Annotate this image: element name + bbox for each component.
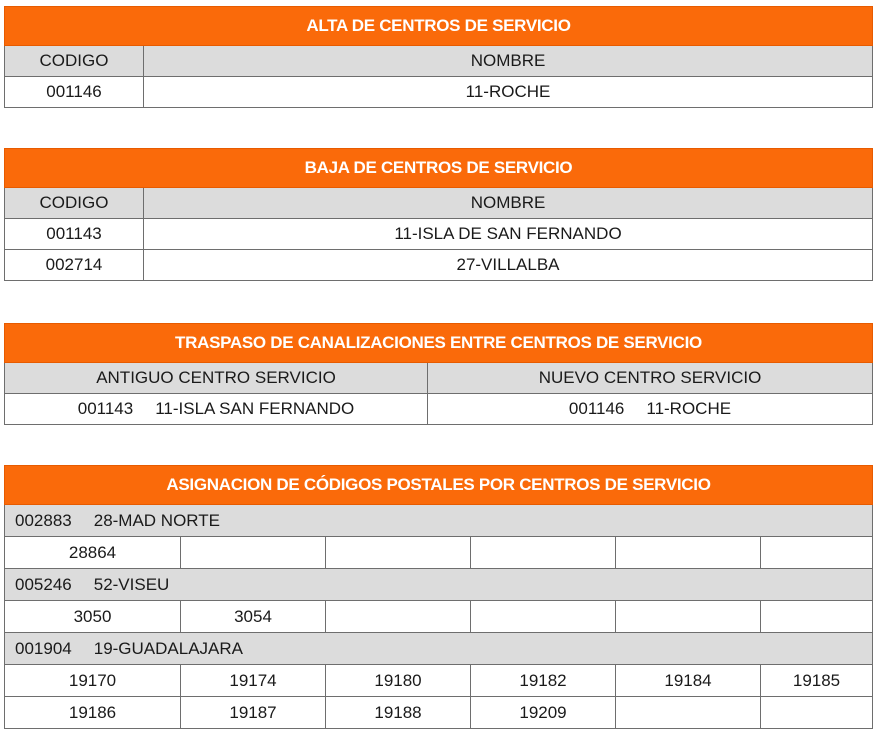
traspaso-nuevo-nombre: 11-ROCHE (646, 399, 732, 418)
postal-code-cell (615, 600, 761, 633)
postal-code-cell (760, 696, 873, 729)
traspaso-antiguo-codigo: 001143 (77, 399, 134, 418)
postal-code-cell (180, 536, 326, 569)
alta-codigo-cell: 001146 (4, 76, 144, 108)
group-header: 005246 52-VISEU (4, 568, 873, 601)
group-codigo: 002883 (15, 511, 72, 530)
postal-code-cell: 19174 (180, 664, 326, 697)
postal-code-cell: 19184 (615, 664, 761, 697)
group-codigo: 001904 (15, 639, 72, 658)
asignacion-title: ASIGNACION DE CÓDIGOS POSTALES POR CENTR… (4, 465, 873, 505)
postal-code-cell: 19180 (325, 664, 471, 697)
postal-code-cell (760, 600, 873, 633)
postal-code-cell: 19188 (325, 696, 471, 729)
traspaso-nuevo-cell: 001146 11-ROCHE (427, 393, 873, 425)
postal-code-cell (615, 696, 761, 729)
traspaso-header-antiguo: ANTIGUO CENTRO SERVICIO (4, 362, 428, 394)
table-row: 001143 11-ISLA DE SAN FERNANDO (4, 218, 873, 250)
group-header: 002883 28-MAD NORTE (4, 504, 873, 537)
group-codigo: 005246 (15, 575, 72, 594)
baja-codigo-cell: 002714 (4, 249, 144, 281)
table-row: 19170 19174 19180 19182 19184 19185 (4, 664, 873, 697)
postal-code-cell (760, 536, 873, 569)
postal-code-cell (325, 536, 471, 569)
table-row: 001146 11-ROCHE (4, 76, 873, 108)
group-nombre: 52-VISEU (93, 575, 170, 594)
group-nombre: 28-MAD NORTE (93, 511, 220, 530)
table-row: 28864 (4, 536, 873, 569)
baja-codigo-cell: 001143 (4, 218, 144, 250)
alta-table: ALTA DE CENTROS DE SERVICIO CODIGO NOMBR… (4, 6, 873, 108)
baja-header-codigo: CODIGO (4, 187, 144, 219)
postal-code-cell: 3050 (4, 600, 181, 633)
baja-table: BAJA DE CENTROS DE SERVICIO CODIGO NOMBR… (4, 148, 873, 281)
asignacion-table: ASIGNACION DE CÓDIGOS POSTALES POR CENTR… (4, 465, 873, 729)
postal-code-cell: 28864 (4, 536, 181, 569)
traspaso-title: TRASPASO DE CANALIZACIONES ENTRE CENTROS… (4, 323, 873, 363)
baja-title: BAJA DE CENTROS DE SERVICIO (4, 148, 873, 188)
traspaso-nuevo-codigo: 001146 (568, 399, 625, 418)
group-header: 001904 19-GUADALAJARA (4, 632, 873, 665)
postal-code-cell: 19182 (470, 664, 616, 697)
traspaso-table: TRASPASO DE CANALIZACIONES ENTRE CENTROS… (4, 323, 873, 425)
postal-code-cell: 3054 (180, 600, 326, 633)
traspaso-header-nuevo: NUEVO CENTRO SERVICIO (427, 362, 873, 394)
postal-code-cell: 19187 (180, 696, 326, 729)
postal-code-cell: 19186 (4, 696, 181, 729)
postal-code-cell: 19170 (4, 664, 181, 697)
alta-header-codigo: CODIGO (4, 45, 144, 77)
postal-code-cell: 19185 (760, 664, 873, 697)
baja-header-nombre: NOMBRE (143, 187, 873, 219)
baja-nombre-cell: 27-VILLALBA (143, 249, 873, 281)
postal-code-cell (470, 536, 616, 569)
table-row: 001143 11-ISLA SAN FERNANDO 001146 11-ROCH… (4, 393, 873, 425)
table-row: 002714 27-VILLALBA (4, 249, 873, 281)
group-nombre: 19-GUADALAJARA (93, 639, 244, 658)
postal-code-cell: 19209 (470, 696, 616, 729)
postal-code-cell (615, 536, 761, 569)
table-row: 19186 19187 19188 19209 (4, 696, 873, 729)
baja-nombre-cell: 11-ISLA DE SAN FERNANDO (143, 218, 873, 250)
alta-nombre-cell: 11-ROCHE (143, 76, 873, 108)
postal-code-cell (325, 600, 471, 633)
postal-code-cell (470, 600, 616, 633)
alta-title: ALTA DE CENTROS DE SERVICIO (4, 6, 873, 46)
traspaso-antiguo-cell: 001143 11-ISLA SAN FERNANDO (4, 393, 428, 425)
alta-header-nombre: NOMBRE (143, 45, 873, 77)
table-row: 3050 3054 (4, 600, 873, 633)
traspaso-antiguo-nombre: 11-ISLA SAN FERNANDO (155, 399, 355, 418)
